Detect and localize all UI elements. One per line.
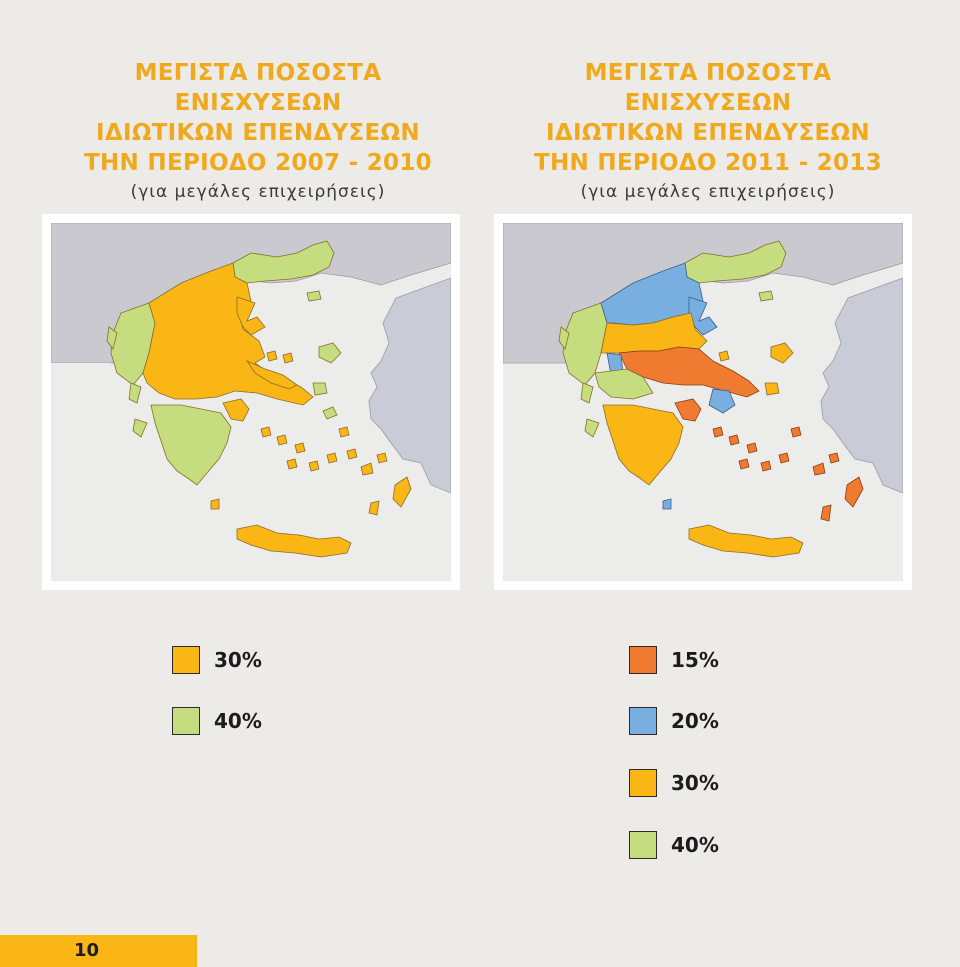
right-title-line-2: ΙΔΙΩΤΙΚΩΝ ΕΠΕΝΔΥΣΕΩΝ (546, 120, 870, 146)
legend-swatch (629, 769, 657, 797)
region-peloponnese (150, 404, 232, 486)
region-east-macedonia-thrace (232, 240, 335, 284)
legend-right-item-30: 30% (629, 767, 719, 799)
legend-left-item-30: 30% (172, 644, 262, 676)
right-title-line-1: ΜΕΓΙΣΤΑ ΠΟΣΟΣΤΑ ΕΝΙΣΧΥΣΕΩΝ (584, 60, 832, 116)
legend-label: 40% (671, 833, 719, 857)
region-crete (236, 524, 352, 558)
page-number: 10 (73, 940, 99, 961)
legend-label: 30% (214, 648, 262, 672)
legend-label: 15% (671, 648, 719, 672)
right-title-line-3: ΤΗΝ ΠΕΡΙΟΔΟ 2011 - 2013 (534, 150, 882, 176)
left-title-line-1: ΜΕΓΙΣΤΑ ΠΟΣΟΣΤΑ ΕΝΙΣΧΥΣΕΩΝ (134, 60, 382, 116)
legend-label: 20% (671, 709, 719, 733)
left-subtitle: (για μεγάλες επιχειρήσεις) (130, 182, 386, 202)
legend-swatch (629, 646, 657, 674)
legend-right-item-40: 40% (629, 829, 719, 861)
region-central-greece (618, 346, 760, 398)
left-title-line-2: ΙΔΙΩΤΙΚΩΝ ΕΠΕΝΔΥΣΕΩΝ (96, 120, 420, 146)
region-central-greece (142, 262, 314, 406)
legend-right-item-15: 15% (629, 644, 719, 676)
left-title-line-3: ΤΗΝ ΠΕΡΙΟΔΟ 2007 - 2010 (84, 150, 432, 176)
legend-swatch (172, 707, 200, 735)
legend-label: 30% (671, 771, 719, 795)
map-2011-2013 (494, 214, 912, 590)
page-number-bar: 10 (0, 935, 197, 967)
legend-left-item-40: 40% (172, 705, 262, 737)
legend-label: 40% (214, 709, 262, 733)
right-title-block: ΜΕΓΙΣΤΑ ΠΟΣΟΣΤΑ ΕΝΙΣΧΥΣΕΩΝ ΙΔΙΩΤΙΚΩΝ ΕΠΕ… (508, 58, 908, 206)
legend-swatch (172, 646, 200, 674)
map-2011-2013-svg (503, 223, 903, 581)
legend-swatch (629, 831, 657, 859)
map-2007-2010 (42, 214, 460, 590)
legend-swatch (629, 707, 657, 735)
legend-right-item-20: 20% (629, 705, 719, 737)
right-subtitle: (για μεγάλες επιχειρήσεις) (580, 182, 836, 202)
map-2007-2010-svg (51, 223, 451, 581)
left-title-block: ΜΕΓΙΣΤΑ ΠΟΣΟΣΤΑ ΕΝΙΣΧΥΣΕΩΝ ΙΔΙΩΤΙΚΩΝ ΕΠΕ… (58, 58, 458, 206)
